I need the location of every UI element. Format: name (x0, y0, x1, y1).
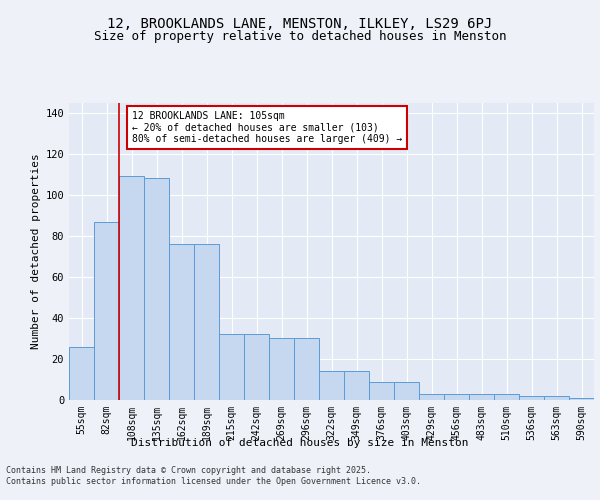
Bar (294, 338, 319, 400)
Bar (169, 244, 194, 400)
Bar (269, 338, 294, 400)
Bar (344, 372, 369, 400)
Bar (219, 334, 244, 400)
Bar (544, 396, 569, 400)
Bar (94, 222, 119, 400)
Bar (419, 394, 444, 400)
Bar (144, 178, 169, 400)
Bar (69, 346, 94, 400)
Bar (444, 394, 469, 400)
Bar (494, 394, 519, 400)
Bar (469, 394, 494, 400)
Bar (194, 244, 219, 400)
Bar (119, 176, 144, 400)
Text: Contains HM Land Registry data © Crown copyright and database right 2025.
Contai: Contains HM Land Registry data © Crown c… (6, 466, 421, 485)
Text: 12 BROOKLANDS LANE: 105sqm
← 20% of detached houses are smaller (103)
80% of sem: 12 BROOKLANDS LANE: 105sqm ← 20% of deta… (131, 110, 402, 144)
Bar (244, 334, 269, 400)
Text: Size of property relative to detached houses in Menston: Size of property relative to detached ho… (94, 30, 506, 43)
Text: 12, BROOKLANDS LANE, MENSTON, ILKLEY, LS29 6PJ: 12, BROOKLANDS LANE, MENSTON, ILKLEY, LS… (107, 18, 493, 32)
Bar (319, 372, 344, 400)
Bar (394, 382, 419, 400)
Bar (519, 396, 544, 400)
Bar (369, 382, 394, 400)
Bar (569, 398, 594, 400)
Text: Distribution of detached houses by size in Menston: Distribution of detached houses by size … (131, 438, 469, 448)
Y-axis label: Number of detached properties: Number of detached properties (31, 154, 41, 349)
